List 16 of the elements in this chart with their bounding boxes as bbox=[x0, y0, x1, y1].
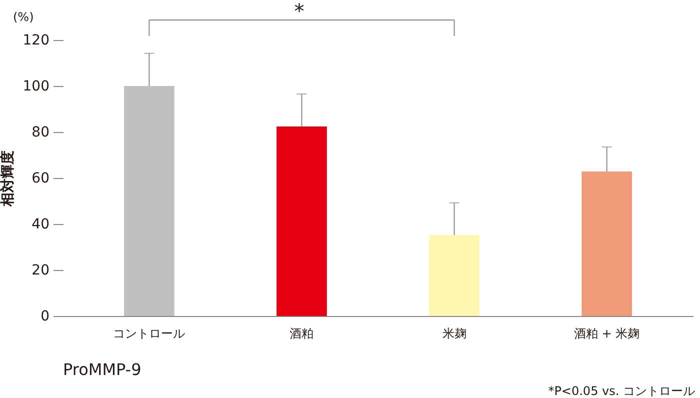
x-tick-label: 酒粕 bbox=[290, 326, 314, 340]
x-tick-label: 米麹 bbox=[442, 326, 466, 340]
text: * bbox=[294, 0, 304, 23]
y-tick-label: 0 bbox=[40, 308, 50, 324]
y-tick-label: 60 bbox=[32, 170, 50, 186]
text: *P<0.05 vs. コントロール bbox=[548, 384, 695, 398]
y-tick-label: 120 bbox=[22, 32, 50, 48]
y-tick-label: 80 bbox=[32, 124, 50, 140]
text: ProMMP-9 bbox=[63, 360, 142, 379]
x-tick-label: 酒粕 + 米麹 bbox=[574, 326, 640, 340]
x-tick-label: コントロール bbox=[113, 326, 186, 340]
y-tick-label: 40 bbox=[32, 216, 50, 232]
text: (%) bbox=[13, 10, 34, 24]
y-tick-label: 20 bbox=[32, 262, 50, 278]
y-axis-title: 相対輝度 bbox=[0, 150, 16, 208]
y-tick-label: 100 bbox=[22, 78, 50, 94]
